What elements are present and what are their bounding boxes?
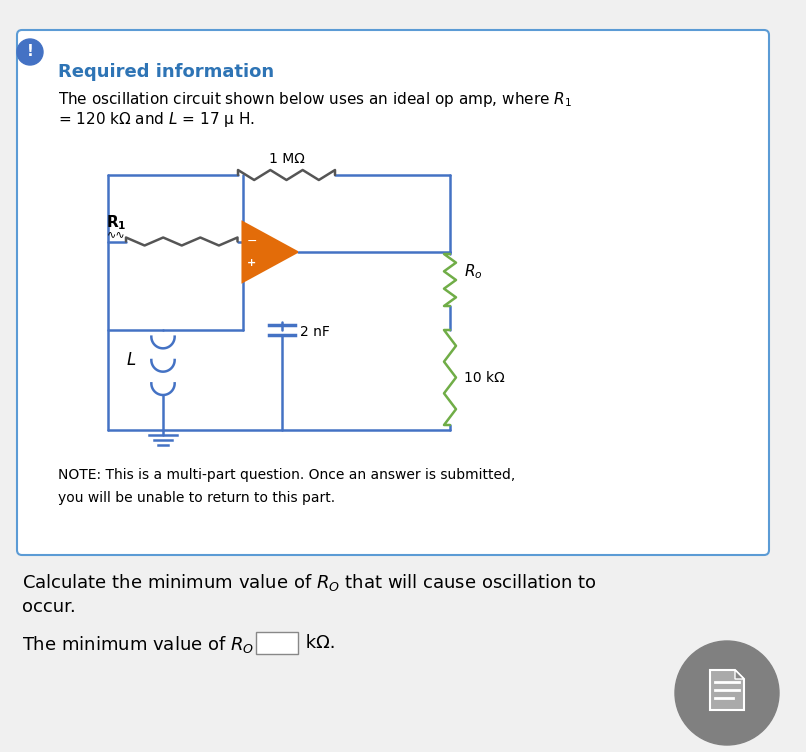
Text: 2 nF: 2 nF [300, 325, 330, 339]
Text: −: − [247, 235, 257, 248]
Text: $R_o$: $R_o$ [464, 262, 483, 281]
Text: !: ! [27, 44, 33, 59]
FancyBboxPatch shape [17, 30, 769, 555]
Text: Required information: Required information [58, 63, 274, 81]
Circle shape [675, 641, 779, 745]
Text: $\mathbf{R_1}$: $\mathbf{R_1}$ [106, 213, 127, 232]
Polygon shape [710, 670, 744, 710]
Text: The minimum value of $R_O$ is: The minimum value of $R_O$ is [22, 634, 274, 655]
Circle shape [17, 39, 43, 65]
FancyBboxPatch shape [256, 632, 298, 654]
Text: 1 MΩ: 1 MΩ [268, 152, 305, 166]
Text: The oscillation circuit shown below uses an ideal op amp, where $R_1$: The oscillation circuit shown below uses… [58, 90, 572, 109]
Polygon shape [735, 670, 744, 679]
Text: occur.: occur. [22, 598, 76, 616]
Text: = 120 kΩ and $L$ = 17 μ H.: = 120 kΩ and $L$ = 17 μ H. [58, 110, 255, 129]
Text: ∿∿: ∿∿ [106, 229, 126, 239]
Text: +: + [247, 257, 256, 268]
Text: 10 kΩ: 10 kΩ [464, 371, 505, 384]
Text: $L$: $L$ [126, 351, 136, 369]
Polygon shape [243, 222, 297, 282]
Text: Calculate the minimum value of $R_O$ that will cause oscillation to: Calculate the minimum value of $R_O$ tha… [22, 572, 596, 593]
Text: NOTE: This is a multi-part question. Once an answer is submitted,
you will be un: NOTE: This is a multi-part question. Onc… [58, 468, 515, 505]
Text: kΩ.: kΩ. [300, 634, 335, 652]
